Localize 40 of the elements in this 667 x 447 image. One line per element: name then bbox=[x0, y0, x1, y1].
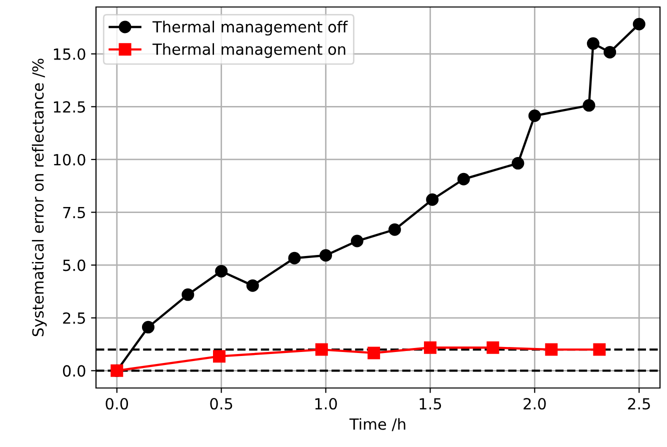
x-tick-label: 1.5 bbox=[420, 398, 442, 410]
point bbox=[457, 172, 470, 186]
y-tick-label: 2.5 bbox=[63, 312, 85, 324]
point bbox=[586, 37, 600, 50]
point bbox=[388, 223, 401, 236]
point bbox=[350, 234, 364, 248]
point bbox=[593, 343, 606, 356]
y-tick-label: 15.0 bbox=[54, 48, 86, 60]
point bbox=[512, 157, 524, 170]
x-tick-label: 0.0 bbox=[106, 398, 128, 410]
y-axis-title: Systematical error on reflectance /% bbox=[32, 58, 47, 336]
y-tick-label: 7.5 bbox=[63, 206, 85, 218]
point bbox=[604, 46, 616, 58]
point bbox=[582, 99, 596, 112]
legend-label: Thermal management off bbox=[152, 20, 348, 36]
y-tick-label: 5.0 bbox=[63, 260, 86, 272]
point bbox=[632, 18, 646, 30]
point bbox=[424, 341, 436, 354]
point bbox=[246, 279, 259, 292]
point bbox=[486, 341, 500, 354]
x-tick-label: 1.0 bbox=[315, 398, 337, 410]
point bbox=[215, 264, 228, 278]
point bbox=[288, 252, 301, 264]
legend-label: Thermal management on bbox=[152, 43, 346, 58]
point bbox=[315, 343, 328, 356]
x-tick-label: 2.5 bbox=[628, 398, 650, 410]
point bbox=[182, 288, 194, 301]
x-tick-label: 0.5 bbox=[210, 398, 232, 410]
point bbox=[426, 193, 439, 206]
point bbox=[368, 346, 380, 360]
y-tick-label: 0.0 bbox=[62, 365, 86, 377]
point bbox=[528, 110, 541, 122]
point bbox=[142, 320, 154, 334]
y-tick-label: 12.5 bbox=[54, 101, 85, 113]
x-tick-label: 2.0 bbox=[524, 398, 546, 410]
y-tick-label: 10.0 bbox=[54, 154, 86, 166]
point bbox=[320, 249, 332, 262]
x-axis-title: Time /h bbox=[349, 418, 406, 432]
point bbox=[212, 350, 226, 363]
point bbox=[545, 343, 558, 356]
